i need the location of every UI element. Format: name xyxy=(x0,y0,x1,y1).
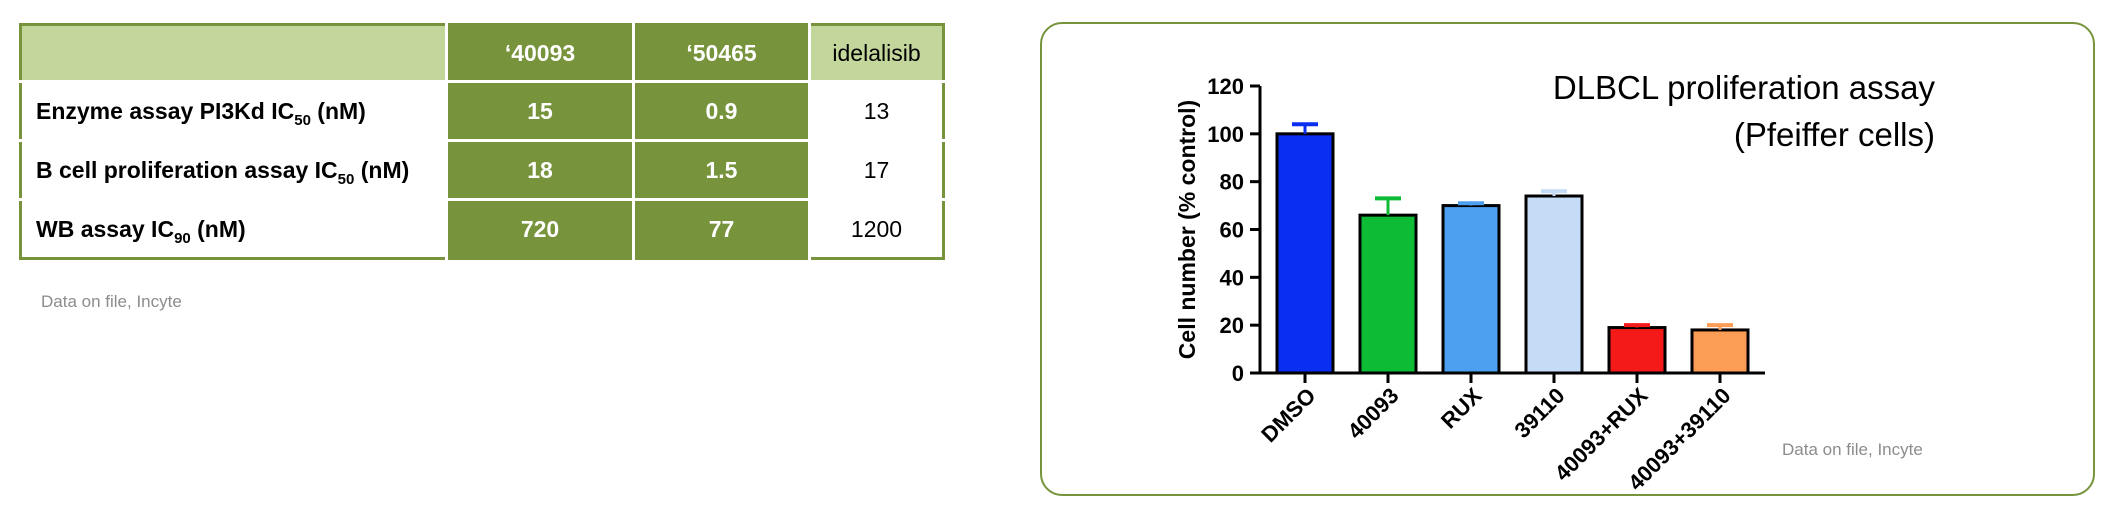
table-cell: 77 xyxy=(632,198,811,259)
chart-title: DLBCL proliferation assay xyxy=(1553,69,1936,106)
bar xyxy=(1358,213,1418,375)
y-tick-label: 100 xyxy=(1207,122,1244,147)
table-cell: 18 xyxy=(445,139,635,201)
bar xyxy=(1275,132,1335,375)
chart-source-note: Data on file, Incyte xyxy=(1782,440,1923,459)
table-cell: 0.9 xyxy=(632,80,811,142)
chart-panel: 0 20 40 60 80 100 120 Cell number (% control) DM… xyxy=(1040,22,2095,496)
y-tick-label: 80 xyxy=(1220,170,1244,195)
table-row: Enzyme assay PI3Kd IC50 (nM) 15 0.9 13 xyxy=(20,80,944,142)
table-cell: 15 xyxy=(445,80,635,142)
row-label-wb-assay: WB assay IC90 (nM) xyxy=(20,198,448,259)
bar-chart: 0 20 40 60 80 100 120 Cell number (% control) DM… xyxy=(1174,69,1936,495)
table-cell: 1.5 xyxy=(632,139,811,201)
y-tick-label: 60 xyxy=(1220,218,1244,243)
y-axis-label: Cell number (% control) xyxy=(1174,100,1200,359)
bar xyxy=(1690,328,1750,375)
x-tick-label: DMSO xyxy=(1256,383,1320,447)
table-cell: 13 xyxy=(808,80,944,142)
table-row: B cell proliferation assay IC50 (nM) 18 … xyxy=(20,139,944,201)
y-tick-label: 120 xyxy=(1207,74,1244,99)
column-header-idelalisib: idelalisib xyxy=(808,24,944,83)
y-tick-label: 20 xyxy=(1220,313,1244,338)
table-row: WB assay IC90 (nM) 720 77 1200 xyxy=(20,198,944,259)
table-cell: 1200 xyxy=(808,198,944,259)
x-tick-label: 40093 xyxy=(1343,383,1404,444)
bar xyxy=(1607,326,1667,375)
table-source-note: Data on file, Incyte xyxy=(41,292,182,311)
table-header-row: ‘40093 ‘50465 idelalisib xyxy=(20,24,944,83)
x-tick-label: RUX xyxy=(1436,383,1487,434)
y-tick-label: 40 xyxy=(1220,265,1244,290)
y-tick-label: 0 xyxy=(1232,361,1244,386)
row-label-b-cell-assay: B cell proliferation assay IC50 (nM) xyxy=(20,139,448,201)
row-label-enzyme-assay: Enzyme assay PI3Kd IC50 (nM) xyxy=(20,80,448,142)
chart-subtitle: (Pfeiffer cells) xyxy=(1734,116,1935,153)
table-corner-cell xyxy=(20,24,448,83)
x-tick-label: 39110 xyxy=(1509,383,1569,443)
table-cell: 17 xyxy=(808,139,944,201)
column-header-50465: ‘50465 xyxy=(632,24,811,83)
column-header-40093: ‘40093 xyxy=(445,24,635,83)
bar xyxy=(1524,194,1584,375)
bar xyxy=(1441,204,1501,375)
assay-table: ‘40093 ‘50465 idelalisib Enzyme assay PI… xyxy=(19,23,945,260)
table-cell: 720 xyxy=(445,198,635,259)
